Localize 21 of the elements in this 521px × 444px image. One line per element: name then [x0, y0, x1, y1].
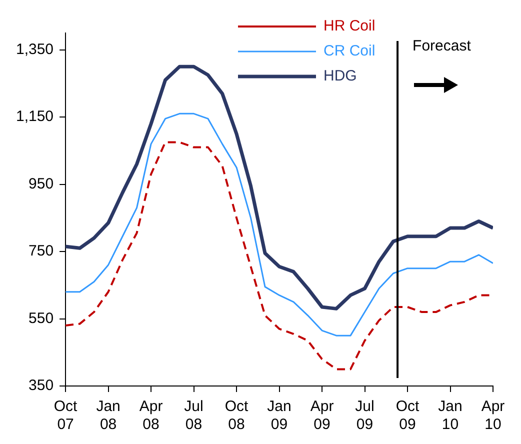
- x-tick-label: Apr 08: [139, 398, 163, 434]
- y-tick-label: 550: [28, 310, 54, 327]
- text: CR Coil: [324, 42, 376, 60]
- y-tick-label: 350: [28, 377, 54, 394]
- x-tick-label: Jan 08: [96, 398, 120, 434]
- text: HDG: [324, 68, 357, 85]
- y-tick-label: 750: [28, 242, 54, 260]
- ref-line-label: Forecast: [412, 38, 472, 55]
- y-tick-label: 1,150: [16, 108, 54, 126]
- x-tick-label: Oct 07: [54, 398, 78, 434]
- y-tick-label: 950: [28, 175, 54, 192]
- x-tick-label: Jan 10: [438, 398, 462, 434]
- x-tick-label: Jan 09: [267, 398, 292, 434]
- x-tick-label: Oct 08: [224, 398, 250, 434]
- x-tick-label: Jul 09: [355, 398, 374, 434]
- x-tick-label: Apr 09: [310, 398, 334, 434]
- y-tick-label: 1,350: [16, 40, 54, 58]
- x-tick-label: Oct 09: [396, 398, 420, 434]
- x-tick-label: Jul 08: [184, 398, 204, 434]
- text: HR Coil: [324, 18, 376, 35]
- x-tick-label: Apr 10: [481, 398, 505, 434]
